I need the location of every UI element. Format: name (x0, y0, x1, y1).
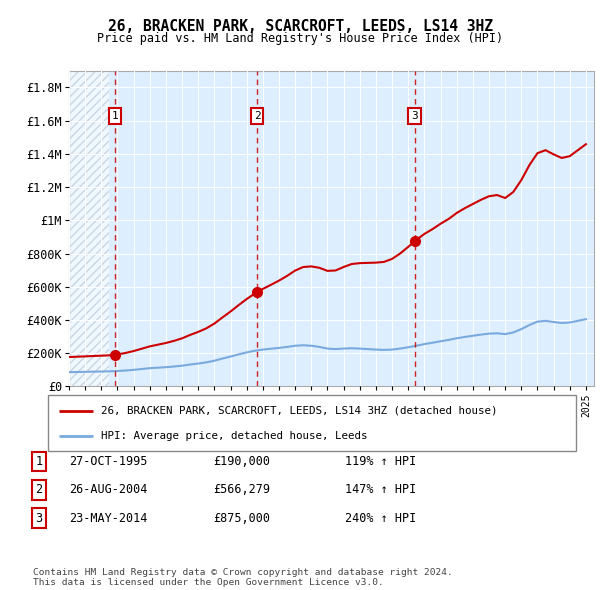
Text: 2: 2 (254, 112, 260, 122)
Text: £566,279: £566,279 (213, 483, 270, 496)
Text: 119% ↑ HPI: 119% ↑ HPI (345, 455, 416, 468)
Text: 3: 3 (411, 112, 418, 122)
Text: 1: 1 (35, 455, 43, 468)
Text: £190,000: £190,000 (213, 455, 270, 468)
Text: £875,000: £875,000 (213, 512, 270, 525)
Text: 147% ↑ HPI: 147% ↑ HPI (345, 483, 416, 496)
FancyBboxPatch shape (48, 395, 576, 451)
Text: 2: 2 (35, 483, 43, 496)
Text: 26, BRACKEN PARK, SCARCROFT, LEEDS, LS14 3HZ: 26, BRACKEN PARK, SCARCROFT, LEEDS, LS14… (107, 19, 493, 34)
Text: 27-OCT-1995: 27-OCT-1995 (69, 455, 148, 468)
Text: 26-AUG-2004: 26-AUG-2004 (69, 483, 148, 496)
Text: 26, BRACKEN PARK, SCARCROFT, LEEDS, LS14 3HZ (detached house): 26, BRACKEN PARK, SCARCROFT, LEEDS, LS14… (101, 406, 497, 416)
Text: 1: 1 (112, 112, 118, 122)
Text: 23-MAY-2014: 23-MAY-2014 (69, 512, 148, 525)
Text: Price paid vs. HM Land Registry's House Price Index (HPI): Price paid vs. HM Land Registry's House … (97, 32, 503, 45)
Text: 240% ↑ HPI: 240% ↑ HPI (345, 512, 416, 525)
Text: 3: 3 (35, 512, 43, 525)
Text: HPI: Average price, detached house, Leeds: HPI: Average price, detached house, Leed… (101, 431, 367, 441)
Text: Contains HM Land Registry data © Crown copyright and database right 2024.
This d: Contains HM Land Registry data © Crown c… (33, 568, 453, 587)
